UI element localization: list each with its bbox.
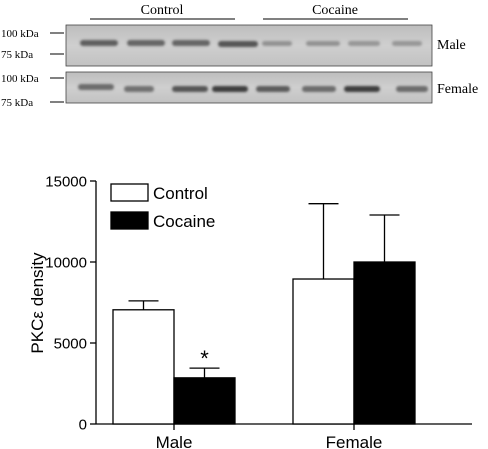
- annotations: *: [200, 346, 209, 371]
- y-tick-label: 5000: [54, 336, 87, 353]
- error-bars: [128, 203, 400, 378]
- x-tick-label: Female: [326, 433, 383, 449]
- legend-swatch: [110, 183, 149, 202]
- x-axis: Male Female: [96, 423, 472, 449]
- female-marker-100: 100 kDa: [1, 73, 39, 85]
- female-blot-bands: [78, 84, 428, 92]
- bars: [112, 261, 416, 425]
- legend-label: Control: [153, 184, 208, 203]
- male-marker-100: 100 kDa: [1, 28, 39, 40]
- male-band-2: [127, 40, 165, 46]
- female-marker-75: 75 kDa: [1, 97, 33, 109]
- legend: Control Cocaine: [110, 183, 215, 231]
- legend-label: Cocaine: [153, 212, 215, 231]
- female-band-4: [212, 86, 248, 92]
- female-band-6: [302, 86, 336, 92]
- male-band-3: [172, 40, 210, 46]
- female-band-8: [396, 86, 428, 92]
- y-tick-label: 15000: [45, 174, 87, 191]
- female-band-1: [78, 84, 114, 90]
- significance-marker: *: [200, 346, 209, 371]
- blot-label-control: Control: [141, 3, 184, 18]
- male-band-4: [218, 41, 258, 47]
- blot-row-label-male: Male: [437, 38, 466, 53]
- y-axis: 0 5000 10000 15000: [45, 174, 97, 434]
- bar: [353, 261, 416, 425]
- y-axis-label: PKCε density: [28, 252, 47, 354]
- male-blot-bands: [80, 40, 422, 47]
- x-tick-label: Male: [156, 433, 193, 449]
- male-band-5: [262, 41, 292, 46]
- bar-chart: 0 5000 10000 15000 Male Female * Control Coca…: [28, 174, 472, 449]
- male-band-7: [348, 41, 380, 46]
- y-tick-label: 10000: [45, 255, 87, 272]
- male-band-8: [392, 41, 422, 46]
- blot-label-cocaine: Cocaine: [312, 3, 358, 18]
- female-band-7: [344, 86, 380, 92]
- male-marker-75: 75 kDa: [1, 49, 33, 61]
- blot-row-label-female: Female: [437, 82, 478, 97]
- western-blot: Control Cocaine 100 kDa 75 kDa Male: [1, 3, 478, 109]
- legend-swatch: [110, 211, 149, 230]
- female-band-2: [124, 86, 154, 92]
- bar: [173, 377, 236, 425]
- bar: [112, 309, 175, 425]
- bar: [292, 278, 355, 425]
- y-tick-label: 0: [79, 417, 87, 434]
- female-band-5: [256, 86, 290, 92]
- male-band-6: [306, 41, 340, 46]
- female-band-3: [172, 86, 208, 92]
- male-band-1: [80, 40, 118, 46]
